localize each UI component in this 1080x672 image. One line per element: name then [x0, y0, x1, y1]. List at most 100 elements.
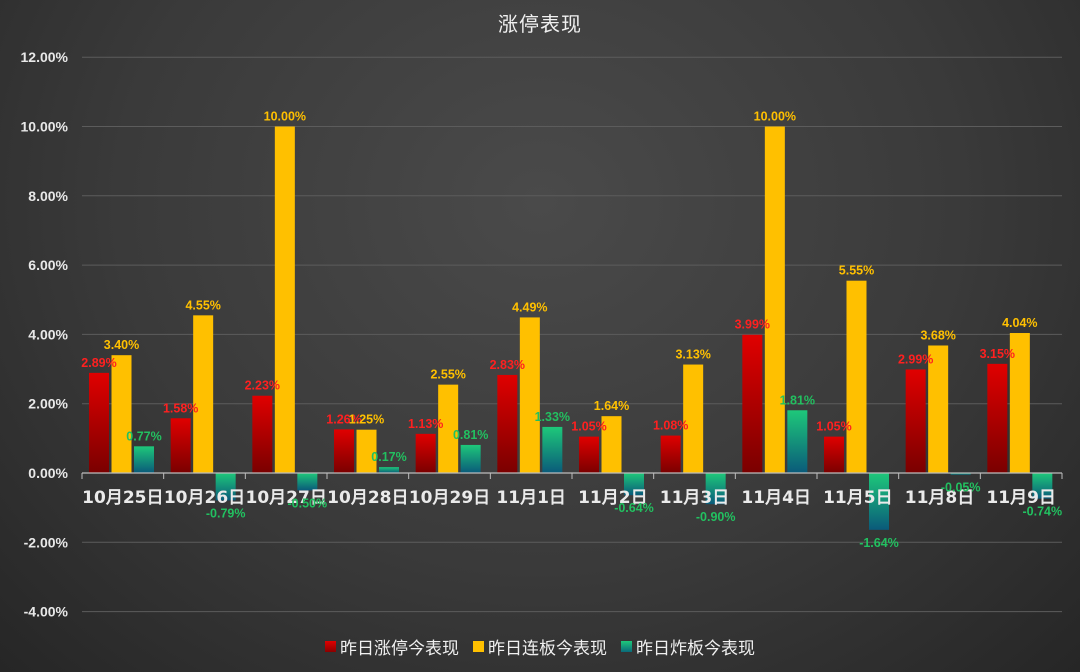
data-label: -0.90%: [696, 510, 736, 524]
bar[interactable]: [905, 369, 926, 473]
legend-item-consecutive[interactable]: 昨日连板今表现: [473, 634, 607, 659]
bar[interactable]: [542, 426, 563, 473]
bar[interactable]: [950, 473, 971, 475]
data-label: 2.99%: [898, 352, 933, 366]
data-label: -0.74%: [1023, 505, 1063, 519]
data-label: 1.25%: [349, 413, 384, 427]
data-label: 10.00%: [754, 110, 796, 124]
data-label: 0.17%: [371, 450, 406, 464]
bar[interactable]: [1009, 333, 1030, 473]
data-label: 1.58%: [163, 401, 198, 415]
y-tick-label: 10.00%: [21, 119, 69, 135]
y-axis: 12.00% 10.00% 8.00% 6.00% 4.00% 2.00% 0.00% -2.…: [21, 49, 69, 619]
x-tick-label: 11月4日: [741, 488, 811, 508]
data-label: -1.64%: [859, 536, 899, 550]
y-tick-label: -2.00%: [24, 534, 69, 550]
chart-title: 涨停表现: [498, 12, 582, 36]
data-label: -0.79%: [206, 506, 246, 520]
legend-item-broken-board[interactable]: 昨日炸板今表现: [621, 634, 755, 659]
data-label: 0.81%: [453, 428, 488, 442]
y-tick-label: 12.00%: [21, 49, 69, 65]
data-label: -0.05%: [941, 481, 981, 495]
bar[interactable]: [379, 467, 399, 473]
y-tick-label: 6.00%: [28, 257, 68, 273]
data-label: 5.55%: [839, 264, 874, 278]
x-tick-label: 10月26日: [164, 488, 245, 508]
bar[interactable]: [519, 317, 540, 473]
bar[interactable]: [415, 433, 436, 473]
bar[interactable]: [660, 435, 681, 473]
legend-swatch-green: [621, 641, 632, 652]
x-tick-label: 10月28日: [327, 488, 408, 508]
data-label: 3.15%: [980, 347, 1015, 361]
bar[interactable]: [1032, 473, 1053, 499]
x-tick-label: 11月9日: [986, 488, 1056, 508]
bar[interactable]: [356, 429, 377, 473]
bar[interactable]: [624, 473, 644, 496]
data-label: 4.49%: [512, 300, 547, 314]
legend-label: 昨日连板今表现: [488, 639, 607, 659]
data-labels: 2.89% 1.58% 2.23% 1.26% 1.13% 2.83% 1.05% 1.08%…: [81, 110, 1062, 550]
legend-swatch-yellow: [473, 641, 484, 652]
y-tick-label: 4.00%: [28, 326, 68, 342]
bar[interactable]: [705, 473, 726, 505]
y-tick-label: 8.00%: [28, 188, 68, 204]
data-label: 3.40%: [104, 338, 139, 352]
bar[interactable]: [928, 345, 949, 473]
y-tick-label: 2.00%: [28, 396, 68, 412]
data-label: 1.05%: [816, 420, 851, 434]
data-label: 2.23%: [245, 379, 280, 393]
x-tick-label: 11月1日: [496, 488, 566, 508]
legend-swatch-red: [325, 641, 336, 652]
data-label: 0.77%: [126, 429, 161, 443]
legend: 昨日涨停今表现 昨日连板今表现 昨日炸板今表现: [0, 634, 1080, 659]
x-tick-label: 11月2日: [578, 488, 648, 508]
bar[interactable]: [579, 436, 599, 473]
bar[interactable]: [274, 126, 295, 474]
bar[interactable]: [497, 374, 518, 473]
bar[interactable]: [787, 410, 808, 473]
x-tick-label: 11月8日: [905, 488, 975, 508]
data-label: 1.81%: [780, 393, 815, 407]
bar[interactable]: [460, 444, 481, 473]
y-tick-label: 0.00%: [28, 465, 68, 481]
bar[interactable]: [869, 473, 889, 530]
gridlines: [82, 56, 1062, 613]
bars: [89, 126, 1053, 530]
bar[interactable]: [89, 372, 109, 473]
bar[interactable]: [742, 334, 763, 473]
data-label: 1.64%: [594, 399, 629, 413]
bar[interactable]: [297, 473, 318, 491]
legend-item-limit-up[interactable]: 昨日涨停今表现: [325, 634, 459, 659]
data-label: 4.55%: [185, 298, 220, 312]
data-label: 3.99%: [735, 318, 770, 332]
x-tick-label: 10月25日: [82, 488, 163, 508]
data-label: 1.05%: [571, 420, 606, 434]
bar[interactable]: [134, 446, 154, 473]
data-label: 4.04%: [1002, 316, 1037, 330]
bar[interactable]: [438, 384, 459, 473]
data-label: 10.00%: [264, 110, 306, 124]
bar[interactable]: [252, 395, 273, 473]
bar[interactable]: [846, 280, 867, 473]
bar[interactable]: [193, 315, 214, 473]
bar[interactable]: [601, 416, 622, 473]
bar[interactable]: [111, 355, 132, 473]
bar[interactable]: [170, 418, 191, 473]
bar[interactable]: [987, 363, 1008, 473]
bar[interactable]: [215, 473, 236, 501]
x-tick-label: 11月5日: [823, 488, 893, 508]
data-label: 3.13%: [675, 348, 710, 362]
y-tick-label: -4.00%: [24, 604, 69, 620]
bar[interactable]: [824, 436, 844, 473]
x-axis: 10月25日 10月26日 10月27日 10月28日 10月29日 11月1日 11月2日…: [81, 472, 1063, 508]
data-label: 1.08%: [653, 419, 688, 433]
legend-label: 昨日炸板今表现: [636, 639, 755, 659]
data-label: 1.26%: [326, 412, 361, 426]
legend-label: 昨日涨停今表现: [340, 639, 459, 659]
bar[interactable]: [334, 429, 354, 473]
data-label: -0.50%: [288, 496, 328, 510]
bar[interactable]: [683, 364, 704, 473]
bar[interactable]: [764, 126, 785, 474]
